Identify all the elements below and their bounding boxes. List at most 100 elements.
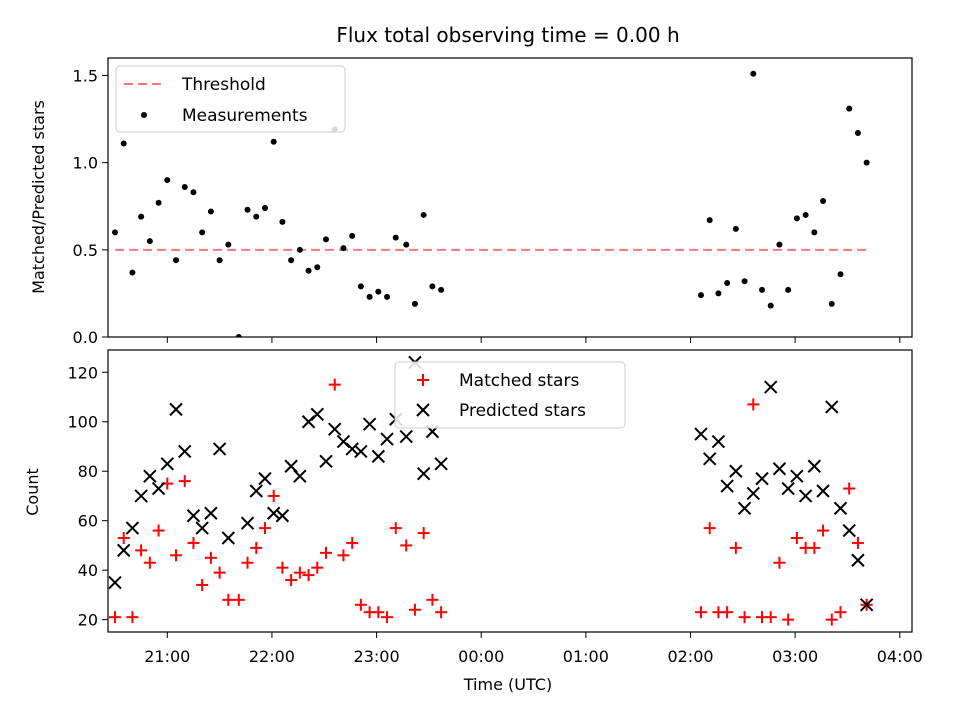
measurement-point xyxy=(429,283,436,290)
measurement-point xyxy=(837,271,844,278)
predicted-star-point xyxy=(833,501,848,516)
measurement-point xyxy=(129,269,136,276)
predicted-star-point xyxy=(151,481,166,496)
measurement-point xyxy=(863,159,870,166)
predicted-star-point xyxy=(781,481,795,496)
measurement-point xyxy=(724,279,731,286)
predicted-star-point xyxy=(328,422,342,436)
measurement-point xyxy=(323,236,330,243)
measurement-point xyxy=(732,225,739,232)
measurement-point xyxy=(138,213,145,220)
measurement-point xyxy=(820,197,827,204)
predicted-star-point xyxy=(380,432,394,446)
predicted-star-point xyxy=(755,471,769,486)
matched-star-point xyxy=(400,539,413,552)
measurement-point xyxy=(216,257,223,264)
measurement-point xyxy=(854,129,861,136)
matched-star-point xyxy=(703,522,716,535)
measurement-point xyxy=(403,241,410,248)
matched-star-point xyxy=(764,611,777,624)
measurement-point xyxy=(785,286,792,293)
predicted-star-point xyxy=(859,598,874,612)
predicted-star-point xyxy=(362,417,377,431)
measurement-point xyxy=(288,257,295,264)
matched-star-point xyxy=(773,556,786,569)
predicted-star-point xyxy=(293,469,307,483)
measurement-point xyxy=(392,234,399,241)
predicted-star-point xyxy=(711,434,726,449)
predicted-star-point xyxy=(807,459,822,473)
bottom-y-tick-label: 80 xyxy=(78,462,98,481)
x-tick-label: 01:00 xyxy=(563,647,609,666)
matched-star-point xyxy=(117,532,130,544)
predicted-star-point xyxy=(399,429,413,444)
top-y-tick-label: 0.0 xyxy=(73,328,98,347)
measurement-point xyxy=(296,246,303,253)
matched-star-point xyxy=(389,522,402,535)
matched-star-point xyxy=(426,593,439,606)
predicted-legend-label: Predicted stars xyxy=(459,401,586,421)
predicted-star-point xyxy=(195,521,209,535)
matched-star-point xyxy=(738,611,751,624)
measurement-point xyxy=(811,229,818,236)
measurement-point xyxy=(173,257,180,264)
measurement-point xyxy=(828,300,835,307)
predicted-legend-swatch xyxy=(416,403,430,417)
matched-star-point xyxy=(834,606,847,619)
measurement-point xyxy=(767,302,774,309)
bottom-legend: Matched stars Predicted stars xyxy=(394,361,626,429)
predicted-star-point xyxy=(825,400,839,414)
predicted-star-point xyxy=(720,479,734,493)
matched-star-point xyxy=(782,613,795,626)
measurement-point xyxy=(802,211,809,218)
matched-star-point xyxy=(187,536,200,549)
top-plot-frame xyxy=(107,57,913,338)
matched-star-point xyxy=(337,549,350,562)
predicted-star-point xyxy=(434,457,448,471)
measurement-point xyxy=(793,215,800,222)
matched-star-point xyxy=(817,524,830,537)
matched-star-point xyxy=(135,544,148,557)
measurement-point xyxy=(366,293,373,300)
predicted-star-point xyxy=(108,575,122,590)
x-axis-label: Time (UTC) xyxy=(463,675,552,694)
matched-star-point xyxy=(381,611,394,624)
predicted-star-point xyxy=(240,516,255,530)
predicted-star-point xyxy=(842,523,856,538)
bottom-plot: 20 40 60 80 100 120 21:00 22:00 23:00 00:00 01:00… xyxy=(23,349,923,694)
predicted-star-point xyxy=(275,509,290,523)
predicted-star-point xyxy=(729,464,743,478)
matched-star-point xyxy=(320,546,333,559)
predicted-star-point xyxy=(310,407,324,422)
matched-star-point xyxy=(721,606,734,619)
bottom-plot-frame xyxy=(107,349,913,633)
measurement-point xyxy=(270,138,277,145)
measurement-point xyxy=(155,199,162,206)
matched-star-point xyxy=(843,482,856,495)
measurement-point xyxy=(846,105,853,112)
predicted-star-point xyxy=(221,531,236,545)
predicted-star-point xyxy=(354,444,368,459)
x-tick-label: 03:00 xyxy=(772,647,818,666)
matched-star-point xyxy=(346,536,359,549)
x-tick-label: 23:00 xyxy=(354,647,400,666)
bottom-y-tick-label: 100 xyxy=(67,413,98,432)
matched-star-point xyxy=(851,536,864,549)
measurement-point xyxy=(235,334,242,337)
predicted-star-point xyxy=(816,484,830,498)
measurement-point xyxy=(199,229,206,236)
predicted-star-point xyxy=(746,486,760,501)
measurement-point xyxy=(776,241,783,248)
threshold-legend-label: Threshold xyxy=(181,75,266,95)
bottom-y-tick-label: 40 xyxy=(78,561,98,580)
x-tick-label: 00:00 xyxy=(458,647,504,666)
measurement-point xyxy=(697,292,704,299)
predicted-star-point xyxy=(266,506,281,520)
matched-star-point xyxy=(311,561,324,574)
predicted-star-point xyxy=(249,484,263,498)
measurement-point xyxy=(759,286,766,293)
predicted-star-point xyxy=(178,444,192,459)
top-y-axis: 0.0 0.5 1.0 1.5 xyxy=(73,66,108,347)
matched-star-point xyxy=(108,611,121,624)
